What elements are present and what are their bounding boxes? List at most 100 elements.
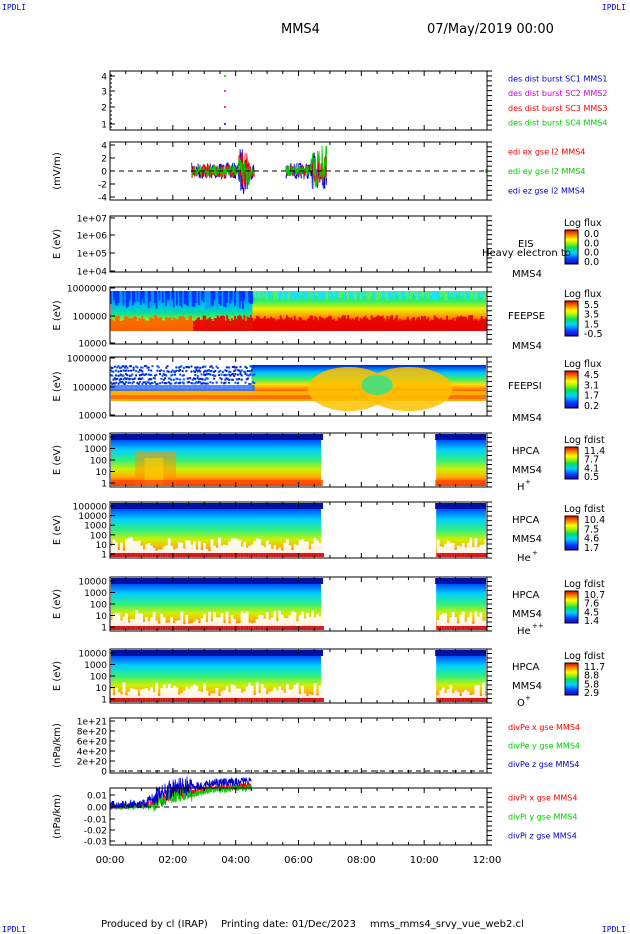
instrument-label: HPCA	[512, 662, 540, 673]
heatmap-cell	[298, 626, 302, 630]
heatmap-cell	[458, 291, 461, 297]
heatmap-cell	[334, 291, 337, 301]
heatmap-cell	[364, 315, 367, 331]
heatmap-cell	[244, 365, 247, 368]
heatmap-cell	[117, 698, 121, 702]
heatmap-cell	[436, 626, 440, 630]
heatmap-cell	[455, 317, 458, 331]
y-axis-label: E (eV)	[52, 445, 63, 475]
heatmap-cell	[250, 385, 253, 391]
heatmap-cell	[430, 291, 433, 297]
heatmap-cell	[148, 382, 151, 385]
colorbar	[564, 446, 579, 480]
heatmap-cell	[466, 319, 469, 331]
heatmap-cell	[200, 618, 204, 630]
heatmap-cell	[192, 377, 195, 380]
y-tick-label: 1e+04	[77, 268, 108, 278]
heatmap-cell	[132, 689, 136, 702]
data-point	[224, 106, 226, 108]
y-tick-label: 1e+21	[77, 718, 107, 728]
heatmap-cell	[185, 319, 188, 331]
heatmap-cell	[253, 553, 257, 557]
colorbar-tick-label: 0.0	[584, 257, 599, 268]
heatmap-cell	[199, 366, 202, 369]
heatmap-cell	[479, 544, 483, 557]
heatmap-cell	[351, 291, 354, 300]
heatmap-cell	[295, 553, 299, 557]
heatmap-cell	[228, 378, 231, 381]
heatmap-cell	[190, 553, 194, 557]
heatmap-cell	[288, 615, 292, 630]
heatmap-cell	[295, 682, 299, 702]
heatmap-cell	[239, 385, 242, 391]
heatmap-cell	[123, 369, 126, 372]
species-charge-label: +	[525, 478, 531, 486]
heatmap-cell	[239, 365, 242, 368]
heatmap-cell	[157, 698, 161, 702]
heatmap-cell	[209, 365, 212, 368]
heatmap-cell	[306, 541, 309, 557]
heatmap-cell	[216, 291, 219, 309]
heatmap-cell	[246, 377, 249, 380]
heatmap-cell	[284, 291, 287, 299]
heatmap-cell	[428, 291, 431, 300]
y-tick-label: 4	[101, 73, 107, 83]
heatmap-cell	[268, 691, 272, 702]
heatmap-cell	[113, 365, 116, 368]
heatmap-cell	[136, 291, 139, 302]
x-tick-label: 10:00	[410, 855, 439, 866]
heatmap-cell	[253, 541, 257, 557]
heatmap-cell	[156, 369, 159, 372]
y-tick-label: 100	[90, 531, 107, 541]
heatmap-cell	[258, 693, 262, 702]
heatmap-cell	[450, 319, 453, 331]
heatmap-cell	[383, 291, 386, 297]
species-label: He	[517, 626, 531, 637]
heatmap-cell	[224, 378, 227, 381]
heatmap-cell	[248, 317, 251, 331]
heatmap-cell	[225, 369, 228, 372]
heatmap-cell	[152, 692, 156, 702]
heatmap-cell	[441, 613, 445, 630]
heatmap-cell	[110, 688, 113, 702]
heatmap-cell	[268, 698, 272, 702]
heatmap-cell	[141, 366, 144, 369]
heatmap-cell	[281, 291, 284, 301]
heatmap-cell	[233, 374, 236, 377]
heatmap-cell	[215, 617, 219, 630]
heatmap-cell	[187, 381, 190, 384]
heatmap-cell	[223, 385, 225, 391]
heatmap-cell	[197, 690, 201, 702]
heatmap-cell	[224, 385, 226, 391]
heatmap-cell	[243, 626, 247, 630]
heatmap-cell	[174, 373, 177, 376]
heatmap-cell	[249, 382, 252, 385]
heatmap-cell	[197, 553, 201, 557]
heatmap-cell	[164, 374, 167, 377]
heatmap-cell	[201, 382, 204, 385]
heatmap-cell	[230, 373, 233, 376]
heatmap-cell	[249, 315, 252, 331]
heatmap-cell	[137, 382, 140, 385]
heatmap-cell	[484, 698, 488, 702]
heatmap-cell	[225, 686, 229, 702]
heatmap-cell	[273, 610, 277, 630]
heatmap-cell	[208, 385, 210, 391]
heatmap-cell	[194, 370, 197, 373]
y-tick-label: 10	[96, 684, 108, 694]
heatmap-cell	[150, 626, 154, 630]
data-point	[224, 90, 226, 92]
heatmap-cell	[145, 385, 147, 391]
heatmap-cell	[186, 319, 189, 331]
heatmap-cell	[111, 291, 114, 304]
heatmap-cell	[250, 698, 254, 702]
heatmap-cell	[446, 315, 449, 331]
heatmap-cell	[471, 626, 475, 630]
heatmap-cell	[444, 543, 448, 557]
heatmap-cell	[208, 369, 211, 372]
heatmap-cell	[143, 365, 146, 368]
heatmap-cell	[133, 315, 136, 331]
heatmap-cell	[147, 543, 151, 557]
heatmap-cell	[459, 626, 463, 630]
heatmap-cell	[292, 319, 295, 331]
